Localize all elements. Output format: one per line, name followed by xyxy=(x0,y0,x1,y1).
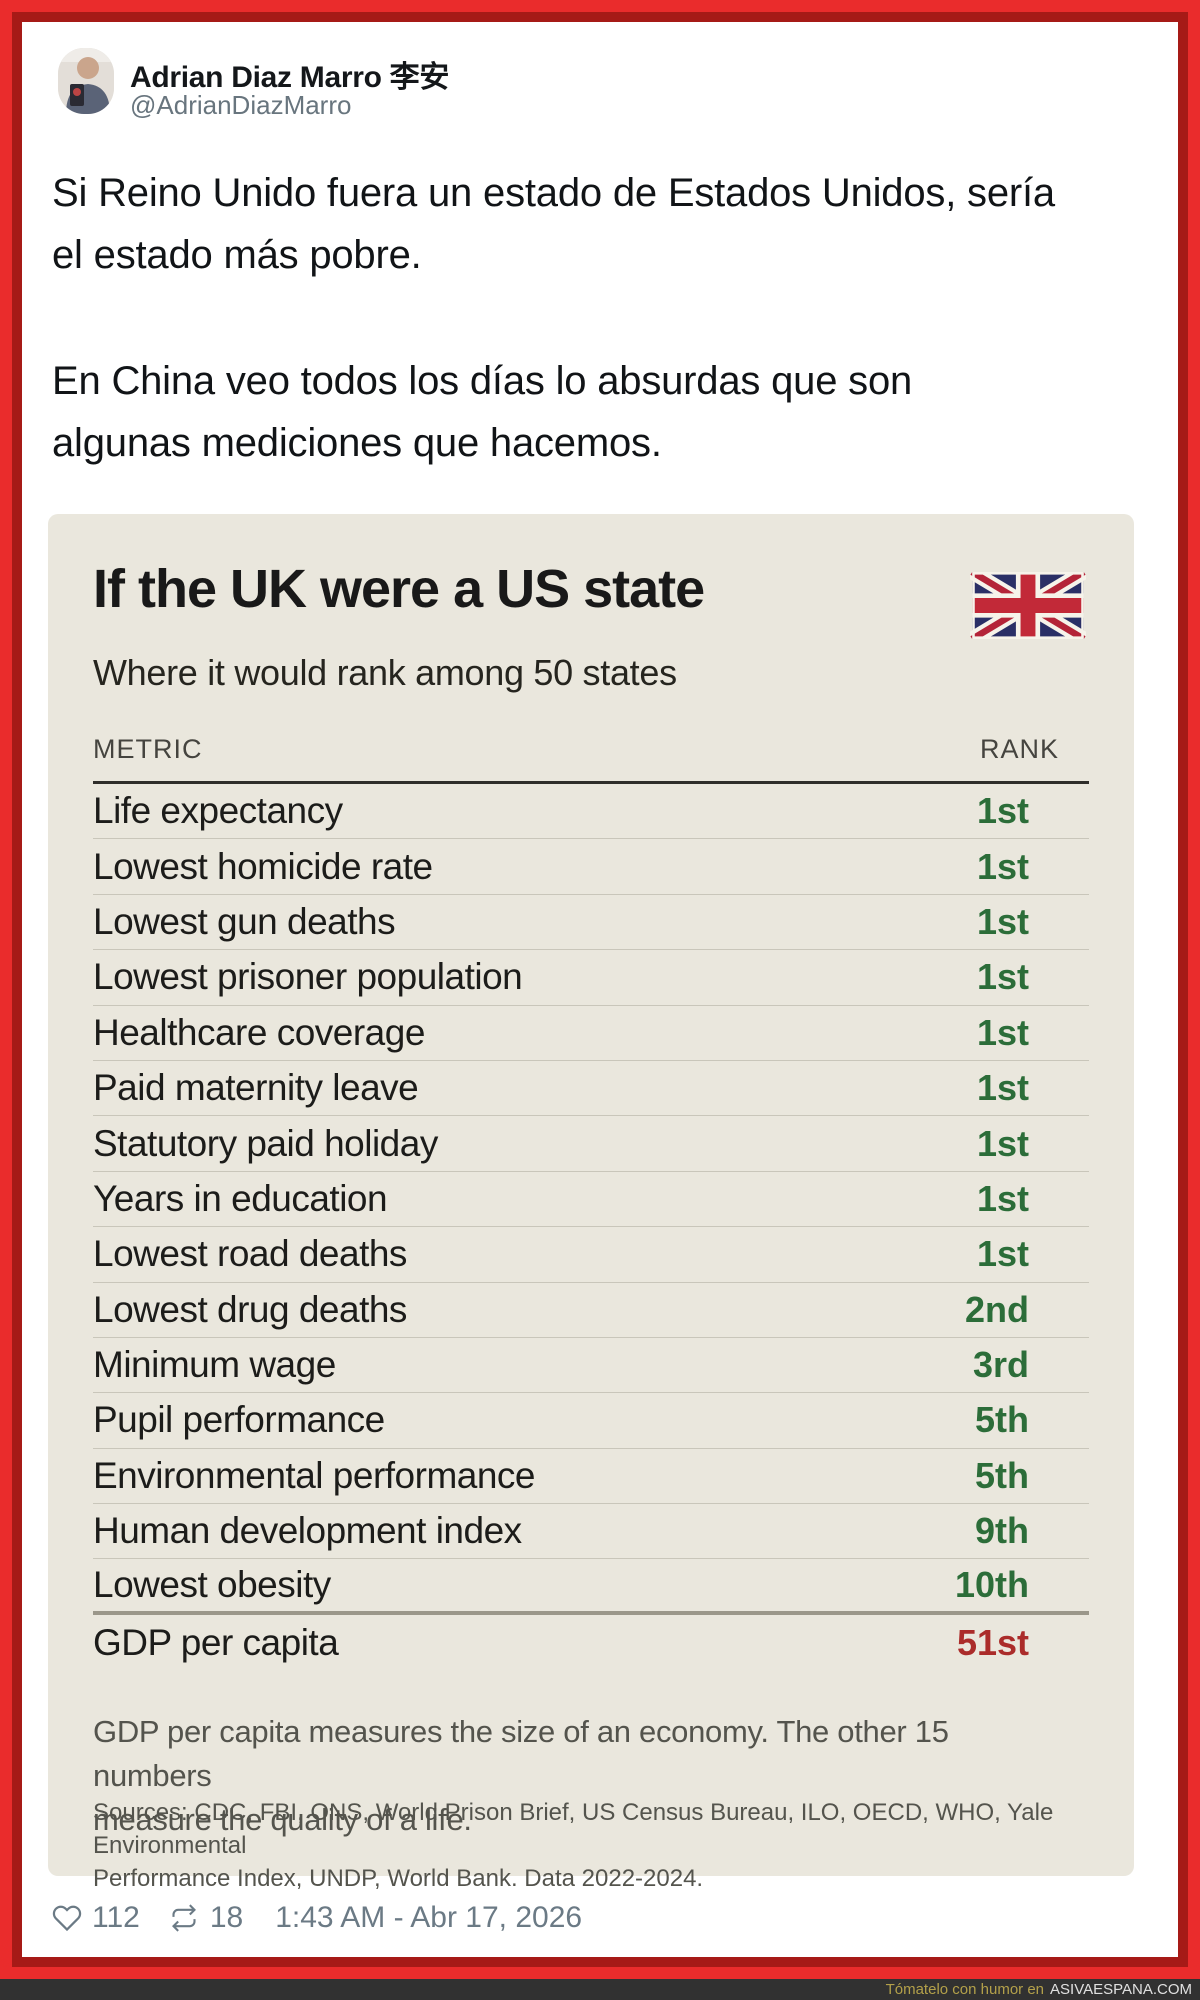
metric-label: Paid maternity leave xyxy=(93,1067,419,1109)
table-row: Lowest gun deaths 1st xyxy=(93,895,1089,951)
metric-label: Lowest homicide rate xyxy=(93,845,433,887)
red-frame-inner: Adrian Diaz Marro 李安 @AdrianDiazMarro Si… xyxy=(12,12,1188,1967)
table-row: Lowest obesity 10th xyxy=(93,1559,1089,1615)
rank-table: METRIC RANK Life expectancy 1st Lowest hom… xyxy=(93,734,1089,1670)
metric-label: Years in education xyxy=(93,1177,388,1219)
metric-label: Human development index xyxy=(93,1510,522,1552)
metric-label: Healthcare coverage xyxy=(93,1011,425,1053)
rank-value: 5th xyxy=(975,1399,1029,1441)
author-handle[interactable]: @AdrianDiazMarro xyxy=(130,90,352,120)
sources-note: Sources: CDC, FBI, ONS, World Prison Bri… xyxy=(93,1799,1054,1892)
metric-label: Minimum wage xyxy=(93,1344,336,1386)
metric-label: GDP per capita xyxy=(93,1621,339,1663)
metric-label: Lowest road deaths xyxy=(93,1233,407,1275)
like-button[interactable]: 112 xyxy=(52,1901,140,1935)
rank-value: 3rd xyxy=(972,1344,1029,1386)
infographic-subtitle: Where it would rank among 50 states xyxy=(93,652,677,693)
tweet-footer: 112 18 1:43 AM - Abr 17, 2026 xyxy=(52,1898,582,1938)
metric-label: Environmental performance xyxy=(93,1454,536,1496)
rank-value: 1st xyxy=(976,1011,1029,1053)
rank-value: 1st xyxy=(976,790,1029,832)
table-header: METRIC RANK xyxy=(93,734,1089,784)
tweet-text-2: En China veo todos los días lo absurdas … xyxy=(52,359,913,465)
rank-value: 1st xyxy=(976,845,1029,887)
rank-value: 1st xyxy=(976,1122,1029,1164)
rank-value: 10th xyxy=(954,1564,1029,1606)
avatar-photo xyxy=(58,48,114,114)
metric-label: Lowest gun deaths xyxy=(93,900,396,942)
table-rows: Life expectancy 1st Lowest homicide rate 1s… xyxy=(93,784,1089,1670)
rank-value: 51st xyxy=(956,1621,1029,1663)
rank-value: 2nd xyxy=(964,1288,1029,1330)
rank-value: 1st xyxy=(976,1067,1029,1109)
rank-value: 5th xyxy=(975,1454,1029,1496)
tweet-text-1: Si Reino Unido fuera un estado de Estado… xyxy=(52,171,1055,277)
metric-label: Pupil performance xyxy=(93,1399,385,1441)
heart-icon xyxy=(52,1905,82,1932)
rank-value: 1st xyxy=(976,956,1029,998)
rank-value: 1st xyxy=(976,900,1029,942)
table-row: Statutory paid holiday 1st xyxy=(93,1116,1089,1172)
table-row: Healthcare coverage 1st xyxy=(93,1006,1089,1061)
table-row: Minimum wage 3rd xyxy=(93,1338,1089,1394)
table-row: GDP per capita 51st xyxy=(93,1615,1089,1670)
metric-header-label: METRIC xyxy=(93,734,203,764)
metric-label: Lowest obesity xyxy=(93,1564,331,1606)
table-row: Human development index 9th xyxy=(93,1504,1089,1560)
uk-flag-icon xyxy=(970,572,1086,639)
metric-label: Life expectancy xyxy=(93,790,343,832)
table-row: Lowest drug deaths 2nd xyxy=(93,1283,1089,1338)
table-row: Lowest road deaths 1st xyxy=(93,1227,1089,1283)
metric-label: Statutory paid holiday xyxy=(93,1122,438,1164)
tweet-screenshot: Adrian Diaz Marro 李安 @AdrianDiazMarro Si… xyxy=(22,22,1178,1957)
attribution-text: Tómatelo con humor en xyxy=(885,1981,1045,1998)
metric-label: Lowest prisoner population xyxy=(93,956,523,998)
rank-value: 1st xyxy=(976,1177,1029,1219)
metric-label: Lowest drug deaths xyxy=(93,1288,407,1330)
rank-header-label: RANK xyxy=(979,734,1059,764)
retweet-button[interactable]: 18 xyxy=(168,1901,243,1935)
rank-value: 1st xyxy=(976,1233,1029,1275)
infographic-card[interactable]: If the UK were a US state Where it would… xyxy=(48,514,1134,1892)
table-row: Life expectancy 1st xyxy=(93,784,1089,840)
table-row: Years in education 1st xyxy=(93,1172,1089,1228)
infographic-title: If the UK were a US state xyxy=(93,559,705,619)
table-row: Lowest homicide rate 1st xyxy=(93,839,1089,895)
rank-value: 9th xyxy=(975,1510,1029,1552)
avatar[interactable] xyxy=(58,48,114,114)
timestamp: 1:43 AM - Abr 17, 2026 xyxy=(275,1901,583,1934)
like-count: 112 xyxy=(92,1901,140,1934)
table-row: Paid maternity leave 1st xyxy=(93,1061,1089,1117)
table-row: Lowest prisoner population 1st xyxy=(93,950,1089,1006)
author-name[interactable]: Adrian Diaz Marro 李安 xyxy=(130,61,450,94)
retweet-icon xyxy=(171,1904,196,1932)
attribution-bar: Tómatelo con humor en ASIVAESPANA.COM xyxy=(0,1979,1200,2000)
footnote: GDP per capita measures the size of an e… xyxy=(93,1714,949,1837)
retweet-count: 18 xyxy=(209,1901,244,1934)
table-row: Pupil performance 5th xyxy=(93,1393,1089,1449)
table-row: Environmental performance 5th xyxy=(93,1449,1089,1505)
attribution-site[interactable]: ASIVAESPANA.COM xyxy=(1050,1981,1192,1998)
